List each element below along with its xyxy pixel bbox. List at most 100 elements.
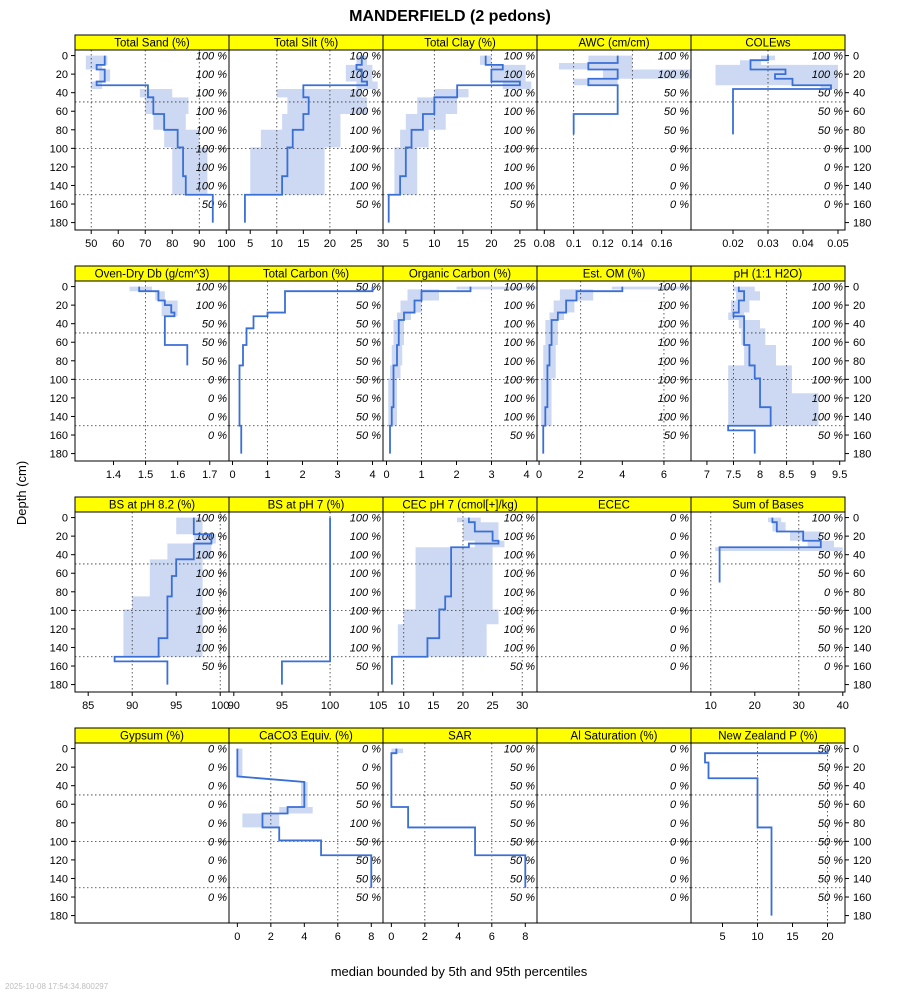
y-tick-label: 180 [50,911,68,923]
panel-frame [690,511,846,693]
panel-11: BS at pH 8.2 (%)100 %100 %100 %100 %100 … [50,496,230,712]
y-tick-label: 180 [853,911,871,923]
panel-title: Total Silt (%) [274,38,339,50]
coverage-label: 100 % [350,568,381,580]
x-tick-label: 2 [422,931,428,943]
coverage-label: 0 % [670,855,689,867]
coverage-label: 100 % [812,69,843,81]
y-tick-label: 160 [50,430,68,442]
x-tick-label: 7.5 [726,469,741,481]
coverage-label: 0 % [362,762,381,774]
median-line [732,55,832,135]
coverage-label: 100 % [812,393,843,405]
grid-lines [229,512,383,692]
x-tick-label: 0.12 [592,238,613,250]
grid-lines [537,563,691,658]
grid-lines [537,794,691,889]
coverage-label: 50 % [818,855,843,867]
panel-title: BS at pH 8.2 (%) [109,500,195,512]
panel-18: SAR 100 % 50 % 50 % 50 % 50 % 50 % 50 % 50 % 50 %… [382,727,538,943]
coverage-label: 100 % [812,319,843,331]
x-tick-label: 0 [388,931,394,943]
x-tick-label: 3 [488,469,494,481]
median-line [244,55,368,223]
median-line [389,286,472,454]
coverage-label: 0 % [208,393,227,405]
y-tick-label: 140 [50,180,68,192]
coverage-label: 0 % [670,744,689,756]
coverage-label: 0 % [208,781,227,793]
coverage-label: 50 % [202,356,227,368]
coverage-label: 100 % [196,513,227,525]
coverage-label: 100 % [350,69,381,81]
coverage-label: 50 % [664,125,689,137]
x-tick-label: 20 [324,238,336,250]
panel-13: CEC pH 7 (cmol[+]/kg)100 %100 %100 %100 … [382,496,538,712]
coverage-label: 0 % [670,143,689,155]
coverage-label: 100 % [350,180,381,192]
x-tick-label: 15 [297,238,309,250]
coverage-label: 50 % [510,873,535,885]
coverage-label: 50 % [202,337,227,349]
x-tick-label: 5 [719,931,725,943]
y-tick-label: 120 [50,624,68,636]
y-tick-label: 40 [56,319,68,331]
coverage-label: 100 % [504,605,535,617]
coverage-label: 0 % [670,624,689,636]
y-tick-label: 40 [56,88,68,100]
x-tick-label: 105 [369,700,387,712]
y-tick-label: 20 [56,69,68,81]
x-tick-label: 0.14 [622,238,643,250]
grid-lines [383,512,537,692]
coverage-label: 100 % [504,106,535,118]
panel-title: AWC (cm/cm) [578,38,649,50]
x-tick-label: 0 [229,469,235,481]
coverage-label: 100 % [658,337,689,349]
coverage-label: 0 % [362,744,381,756]
x-tick-label: 15 [457,238,469,250]
coverage-label: 50 % [818,762,843,774]
coverage-label: 100 % [350,106,381,118]
x-tick-label: 20 [485,238,497,250]
coverage-label: 100 % [196,143,227,155]
panel-2: Total Silt (%) 100 % 100 % 100 % 100 % 100 % 1… [228,34,389,250]
coverage-label: 100 % [196,624,227,636]
coverage-label: 50 % [510,781,535,793]
x-tick-label: 6 [335,931,341,943]
coverage-label: 100 % [504,393,535,405]
y-tick-label: 80 [853,818,865,830]
y-tick-label: 100 [853,143,871,155]
panel-title: ECEC [598,500,630,512]
coverage-label: 100 % [350,550,381,562]
y-tick-label: 60 [56,106,68,118]
plot-title: MANDERFIELD (2 pedons) [349,8,551,25]
panel-title: New Zealand P (%) [718,731,818,743]
x-tick-label: 8 [522,931,528,943]
coverage-label: 0 % [670,531,689,543]
coverage-label: 50 % [664,88,689,100]
panel-title: Organic Carbon (%) [409,269,511,281]
coverage-label: 100 % [350,642,381,654]
x-tick-label: 60 [112,238,124,250]
y-tick-label: 120 [50,393,68,405]
x-tick-label: 4 [619,469,625,481]
y-tick-label: 120 [853,855,871,867]
grid-lines [691,743,845,923]
coverage-label: 0 % [670,199,689,211]
y-tick-label: 40 [56,550,68,562]
y-tick-label: 120 [50,855,68,867]
x-tick-label: 20 [821,931,833,943]
coverage-label: 100 % [504,411,535,423]
x-tick-label: 100 [211,700,229,712]
panel-frame [690,742,846,924]
coverage-label: 100 % [812,356,843,368]
coverage-label: 100 % [812,374,843,386]
coverage-label: 0 % [824,180,843,192]
y-tick-label: 40 [853,550,865,562]
y-tick-label: 140 [853,411,871,423]
median-line [572,55,619,135]
x-tick-label: 9.5 [832,469,847,481]
coverage-label: 100 % [350,125,381,137]
coverage-label: 100 % [196,69,227,81]
